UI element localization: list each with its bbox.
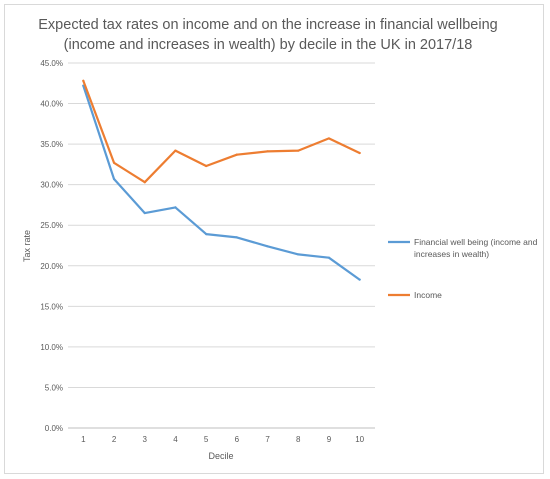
y-tick-label: 15.0% (40, 302, 63, 311)
data-point (358, 151, 361, 155)
x-tick-label: 10 (355, 435, 364, 444)
chart-frame: Expected tax rates on income and on the … (4, 4, 544, 474)
data-point (82, 79, 85, 82)
y-tick-label: 5.0% (45, 383, 63, 392)
data-point (297, 253, 300, 256)
y-axis-title: Tax rate (22, 230, 32, 262)
data-point (266, 150, 269, 153)
legend-label: Income (414, 290, 442, 300)
x-tick-label: 7 (265, 435, 270, 444)
series-line-1 (82, 84, 361, 281)
chart-title-line-1: Expected tax rates on income and on the … (38, 17, 497, 33)
data-point (174, 149, 177, 152)
data-point (205, 233, 208, 236)
x-tick-label: 8 (296, 435, 301, 444)
y-tick-label: 25.0% (40, 221, 63, 230)
data-point (174, 206, 177, 209)
y-tick-label: 0.0% (45, 424, 63, 433)
y-tick-label: 45.0% (40, 59, 63, 68)
data-point (358, 278, 361, 281)
legend-label: Financial well being (income and (414, 237, 538, 247)
y-axis-ticks: 0.0% 5.0% 10.0% 15.0% 20.0% 25.0% 30.0% 35.0% 40… (40, 59, 63, 433)
y-tick-label: 40.0% (40, 100, 63, 109)
line-chart: Expected tax rates on income and on the … (22, 17, 538, 461)
data-point (143, 181, 146, 184)
x-tick-label: 9 (327, 435, 332, 444)
data-point (297, 149, 300, 152)
gridlines (68, 62, 375, 429)
x-axis-title: Decile (208, 451, 233, 461)
y-tick-label: 35.0% (40, 140, 63, 149)
series-lines (82, 79, 361, 281)
data-point (235, 153, 238, 156)
y-tick-label: 20.0% (40, 262, 63, 271)
x-tick-label: 1 (81, 435, 86, 444)
chart-title-line-2: (income and increases in wealth) by deci… (64, 37, 473, 53)
legend: Financial well being (income and increase… (388, 237, 538, 300)
data-point (205, 164, 208, 168)
x-tick-label: 2 (112, 435, 117, 444)
data-point (327, 256, 331, 259)
data-point (143, 211, 146, 215)
data-point (235, 236, 238, 239)
data-point (327, 137, 331, 140)
data-point (266, 245, 269, 248)
x-tick-label: 6 (235, 435, 240, 444)
y-tick-label: 10.0% (40, 343, 63, 352)
series-line-2 (82, 79, 361, 184)
x-tick-label: 3 (143, 435, 148, 444)
data-point (112, 161, 116, 164)
y-tick-label: 30.0% (40, 181, 63, 190)
x-tick-label: 5 (204, 435, 209, 444)
x-tick-label: 4 (173, 435, 178, 444)
x-axis-ticks: 1 2 3 4 5 6 7 8 9 10 (81, 435, 365, 444)
legend-label: increases in wealth) (414, 249, 489, 259)
data-point (112, 177, 116, 181)
